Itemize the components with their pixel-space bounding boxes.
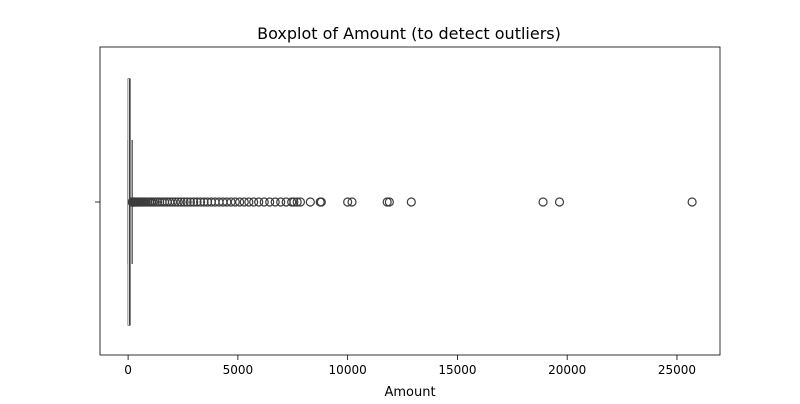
outlier-point [173,197,183,207]
outlier-point [276,197,286,207]
outlier-point [182,197,192,207]
outlier-point [538,197,548,207]
outlier-point [179,197,189,207]
outlier-point [176,197,186,207]
outlier-point [199,197,209,207]
x-tick-label: 25000 [658,363,696,377]
outlier-point [254,197,264,207]
outlier-layer [127,197,697,207]
outlier-point [292,197,302,207]
x-tick-label: 15000 [438,363,476,377]
x-axis: 0 5000 10000 15000 20000 25000 [124,355,696,377]
outlier-point [185,197,196,207]
outlier-point [192,197,202,207]
outlier-point [244,197,254,207]
x-tick-label: 5000 [223,363,254,377]
x-tick-label: 20000 [548,363,586,377]
x-tick-label: 0 [124,363,132,377]
outlier-point [249,197,259,207]
outlier-point [239,197,249,207]
outlier-point [270,197,280,207]
outlier-point [259,197,269,207]
outlier-point [305,197,315,207]
x-tick-label: 10000 [329,363,367,377]
outlier-point [195,197,206,207]
outlier-point [230,197,240,207]
outlier-point [687,197,697,207]
plot-area-frame [99,46,721,356]
outlier-point [289,197,299,207]
outlier-point [347,197,357,207]
x-axis-label: Amount [384,385,435,400]
outlier-point [384,197,394,207]
outlier-point [170,197,180,207]
outlier-point [265,197,275,207]
outlier-point [554,197,565,207]
outlier-point [316,197,326,207]
chart-title: Boxplot of Amount (to detect outliers) [257,24,561,43]
outlier-point [406,197,416,207]
outlier-point [189,197,199,207]
outlier-point [295,197,306,207]
outlier-point [235,197,245,207]
outlier-point [343,197,353,207]
